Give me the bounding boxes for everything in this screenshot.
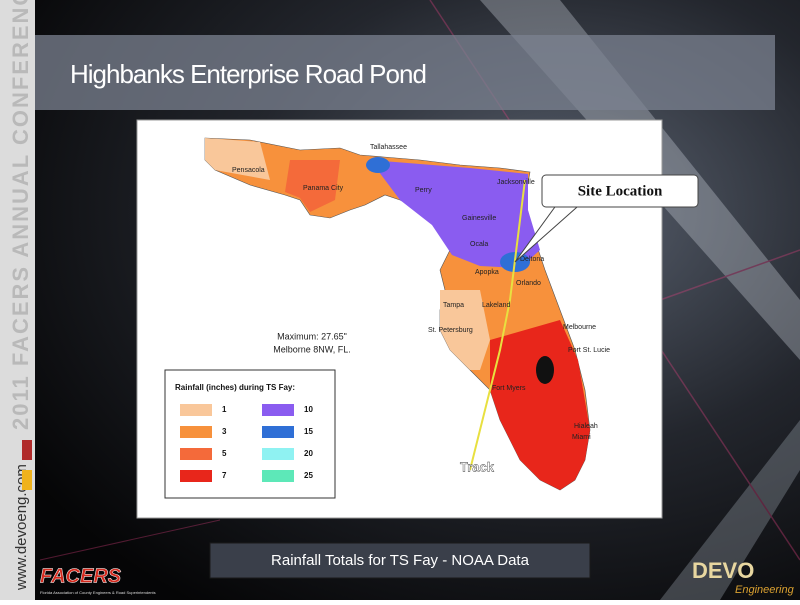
city-label: Pensacola [232,167,265,174]
facers-logo: FACERS [40,565,122,587]
city-label: Jacksonville [497,179,535,186]
city-label: Melbourne [563,324,596,331]
legend-label: 7 [222,471,227,480]
legend-swatch [262,470,294,482]
legend-swatch [262,404,294,416]
city-label: Perry [415,187,432,194]
city-label: Apopka [475,269,499,276]
callout [541,174,699,208]
city-label: Deltona [520,256,544,263]
facers-subtitle: Florida Association of County Engineers … [40,590,156,595]
city-label: Fort Myers [492,385,526,392]
sidebar [0,0,35,600]
city-label: Ocala [470,241,488,248]
track-label: Track [460,459,495,474]
callout-text: Site Location [578,183,663,199]
legend-swatch [262,426,294,438]
accent [22,470,32,490]
city-label: Lakeland [482,302,511,309]
legend-swatch [180,426,212,438]
title-bar [35,35,775,110]
city-label: Orlando [516,280,541,287]
city-label: St. Petersburg [428,327,473,334]
legend-label: 5 [222,449,227,458]
legend-swatch [262,448,294,460]
legend-label: 3 [222,427,227,436]
annotation: Maximum: 27.65" [277,331,347,341]
slide-title: Highbanks Enterprise Road Pond [70,59,426,89]
city-label: Port St. Lucie [568,347,610,354]
city-label: Hialeah [574,423,598,430]
legend: Rainfall (inches) during TS Fay: 1 3 5 7 10 1… [164,369,336,499]
city-label: Panama City [303,185,344,192]
accent [22,440,32,460]
legend-title: Rainfall (inches) during TS Fay: [175,383,295,392]
legend-swatch [180,404,212,416]
legend-swatch [180,448,212,460]
legend-label: 1 [222,405,227,414]
devo-subtitle: Engineering [735,584,795,596]
city-label: Tallahassee [370,144,407,151]
legend-label: 10 [304,405,313,414]
sidebar-text: 2011 FACERS ANNUAL CONFERENCE [8,0,33,430]
city-label: Miami [572,434,591,441]
legend-label: 20 [304,449,313,458]
legend-swatch [180,470,212,482]
annotation: Melborne 8NW, FL. [273,344,351,354]
legend-label: 25 [304,471,313,480]
devo-logo: DEVO [692,558,754,583]
legend-label: 15 [304,427,313,436]
caption-box [209,542,591,579]
website: www.devoeng.com [13,464,30,591]
caption: Rainfall Totals for TS Fay - NOAA Data [271,552,530,569]
florida-map [204,137,591,491]
city-label: Gainesville [462,215,496,222]
city-label: Tampa [443,302,464,309]
